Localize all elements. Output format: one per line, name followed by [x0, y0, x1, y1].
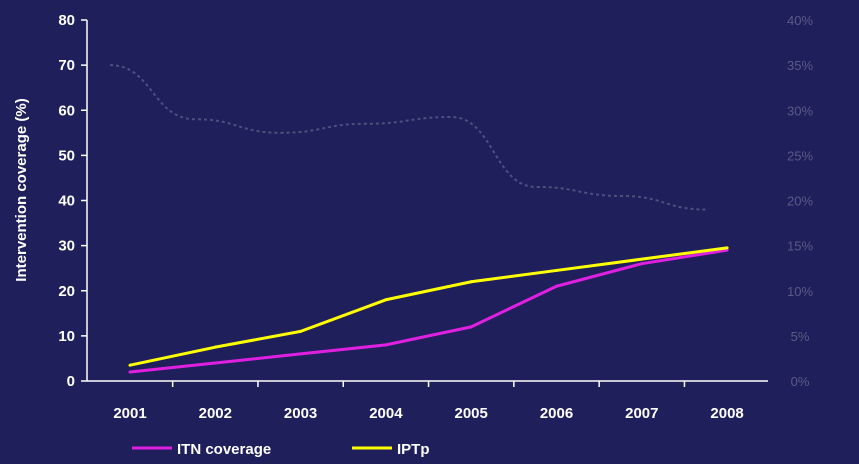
- data-point-itn-coverage: [555, 284, 558, 288]
- data-point-itn-coverage: [640, 262, 644, 266]
- data-point-itn-coverage: [299, 352, 303, 356]
- legend-label-itn-coverage: ITN coverage: [177, 441, 271, 458]
- series-line-itn-coverage: [129, 248, 728, 374]
- faded-right-axis-tick-label: 30%: [787, 103, 813, 118]
- legend-label-iptp: IPTp: [397, 441, 430, 458]
- faded-right-axis-tick-label: 5%: [791, 329, 810, 344]
- legend: ITN coverage IPTp: [132, 441, 430, 458]
- series-line-iptp: [129, 246, 728, 367]
- y-axis-ticks: 0 10 20 30 40 50 60 70 80: [58, 12, 87, 390]
- x-tick-label: 2007: [625, 405, 658, 422]
- x-tick-label: 2002: [199, 405, 232, 422]
- y-tick-label: 20: [58, 283, 75, 300]
- y-tick-label: 40: [58, 193, 75, 210]
- x-tick-label: 2005: [455, 405, 488, 422]
- y-tick-label: 30: [58, 238, 75, 255]
- faded-right-axis-tick-label: 35%: [787, 58, 813, 73]
- y-tick-label: 10: [58, 328, 75, 345]
- data-point-itn-coverage: [469, 325, 473, 329]
- x-tick-label: 2004: [369, 405, 403, 422]
- data-point-iptp: [128, 363, 132, 367]
- x-tick-label: 2001: [113, 405, 146, 422]
- data-point-iptp: [555, 268, 558, 272]
- y-tick-label: 60: [58, 102, 75, 119]
- faded-background-layer: 0% 5% 10% 15% 20% 25% 30% 35% 40%: [109, 13, 813, 389]
- x-tick-label: 2003: [284, 405, 317, 422]
- data-point-iptp: [469, 280, 473, 284]
- data-point-itn-coverage: [384, 343, 388, 347]
- data-point-iptp: [299, 329, 303, 333]
- series-layer: [128, 246, 729, 374]
- y-tick-label: 50: [58, 147, 75, 164]
- y-tick-label: 70: [58, 57, 75, 74]
- data-point-iptp: [640, 257, 644, 261]
- y-axis-label: Intervention coverage (%): [13, 98, 30, 281]
- faded-right-axis-tick-label: 0%: [791, 374, 810, 389]
- data-point-iptp: [725, 246, 729, 250]
- y-tick-label: 80: [58, 12, 75, 29]
- x-tick-label: 2008: [710, 405, 743, 422]
- data-point-iptp: [384, 298, 388, 302]
- x-axis-ticks: 2001 2002 2003 2004 2005 2006 2007 2008: [113, 381, 744, 422]
- faded-right-axis-tick-label: 25%: [787, 148, 813, 163]
- data-point-itn-coverage: [128, 370, 132, 374]
- faded-right-axis-tick-label: 20%: [787, 194, 813, 209]
- data-point-itn-coverage: [213, 361, 217, 365]
- data-point-iptp: [213, 345, 217, 349]
- faded-right-axis-tick-label: 40%: [787, 13, 813, 28]
- y-tick-label: 0: [67, 373, 75, 390]
- faded-right-axis-tick-label: 10%: [787, 284, 813, 299]
- faded-right-axis-tick-label: 15%: [787, 239, 813, 254]
- faded-background-line: [109, 64, 708, 211]
- x-tick-label: 2006: [540, 405, 573, 422]
